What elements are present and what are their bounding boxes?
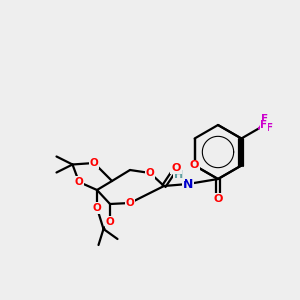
Text: O: O bbox=[75, 177, 83, 187]
Text: O: O bbox=[106, 217, 114, 227]
Text: F: F bbox=[261, 114, 268, 124]
Text: O: O bbox=[146, 168, 154, 178]
Text: O: O bbox=[93, 203, 101, 213]
Text: H: H bbox=[174, 170, 184, 180]
Text: O: O bbox=[171, 163, 181, 173]
Text: O: O bbox=[190, 160, 199, 170]
Text: N: N bbox=[183, 178, 193, 190]
Text: O: O bbox=[213, 194, 223, 204]
Text: F: F bbox=[260, 121, 268, 130]
Text: O: O bbox=[90, 158, 98, 168]
Text: O: O bbox=[126, 198, 134, 208]
Text: F: F bbox=[266, 123, 273, 133]
